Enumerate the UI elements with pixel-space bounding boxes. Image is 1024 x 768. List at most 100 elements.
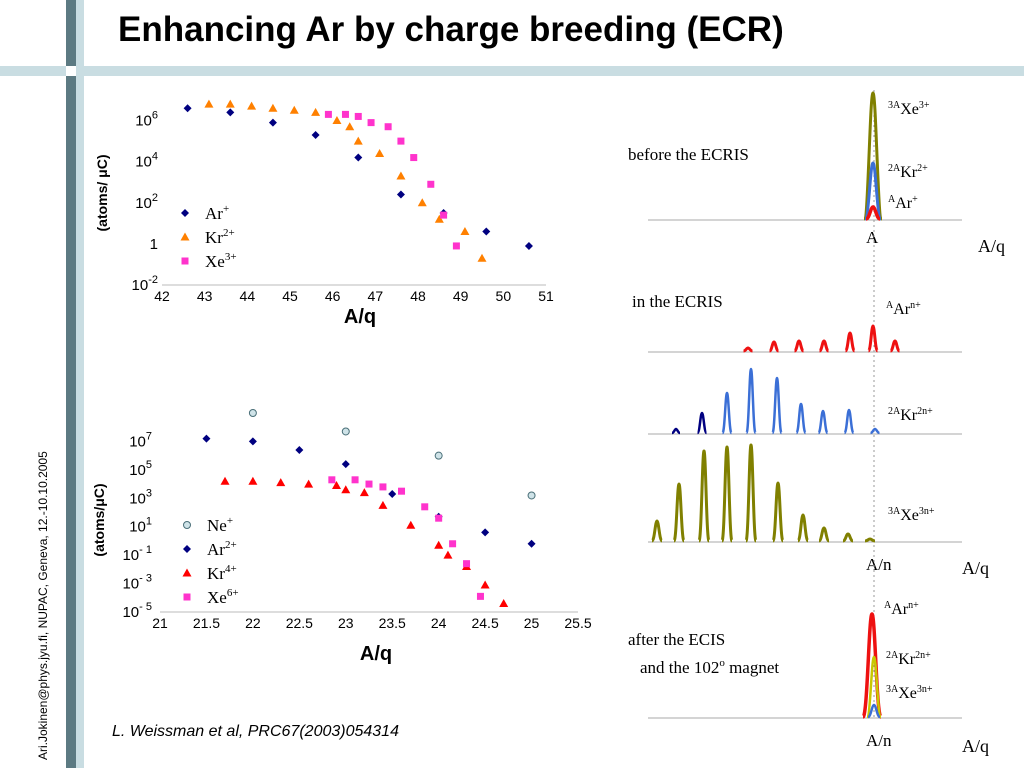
x-tick-label: 23 [338, 615, 354, 631]
x-axis-title: A/q [360, 643, 392, 665]
label-ar1: AAr+ [888, 194, 918, 212]
data-point-kr [225, 99, 235, 108]
data-point-kr [443, 550, 453, 559]
data-point-xe [427, 180, 435, 188]
data-point-kr [248, 476, 258, 485]
data-point-xe [410, 154, 418, 162]
legend-label-kr: Kr2+ [205, 227, 235, 247]
data-point-ar [268, 118, 277, 127]
peak-arn [889, 339, 901, 353]
legend-label-ne: Ne+ [207, 515, 233, 535]
data-point-kr [345, 122, 355, 131]
data-point-xe [351, 476, 359, 484]
data-point-kr [375, 148, 385, 157]
data-point-ar [183, 104, 192, 113]
y-tick-label: 102 [135, 192, 158, 212]
data-point-xe [397, 137, 405, 145]
peak-kr2n [696, 411, 708, 435]
x-tick-label: 46 [325, 288, 341, 304]
data-point-ar [396, 190, 405, 199]
sidebar-bar [66, 0, 76, 768]
label-xe3: 3AXe3+ [888, 100, 930, 118]
axis-an-label-1: A/n [866, 555, 892, 574]
data-point-xe [435, 514, 443, 522]
peak-arn [768, 340, 780, 353]
data-point-ne [434, 451, 443, 460]
after-ecis-label: after the ECIS [628, 630, 725, 649]
axis-aq-label-2: A/q [962, 558, 989, 578]
magnet-label: and the 102o magnet [640, 657, 779, 677]
peak-xe3n [744, 443, 758, 543]
peak-xe3n [697, 449, 711, 543]
data-point-kr [434, 540, 444, 549]
data-point-ar [524, 241, 533, 250]
legend-marker-ar [181, 209, 189, 217]
peak-kr2n [843, 408, 855, 435]
y-tick-label: 1 [150, 236, 158, 253]
data-point-xe [452, 242, 460, 250]
x-axis-title: A/q [344, 306, 376, 328]
peak-xe3n [864, 537, 876, 543]
peak-arn [743, 346, 753, 353]
data-point-ar [202, 434, 211, 443]
legend-label-ar: Ar2+ [207, 539, 237, 559]
legend-marker-kr [182, 568, 192, 577]
data-point-xe [398, 487, 406, 495]
data-point-ne [527, 491, 536, 500]
y-axis-title: (atoms/μC) [91, 483, 107, 556]
data-point-ar [248, 437, 257, 446]
peak-xe3n [720, 445, 734, 543]
data-point-kr [220, 476, 230, 485]
data-point-kr [378, 500, 388, 509]
data-point-ar [311, 130, 320, 139]
peak-kr2n [870, 427, 880, 435]
reference-citation: L. Weissman et al, PRC67(2003)054314 [112, 723, 399, 740]
legend-label-xe: Xe6+ [207, 587, 239, 607]
data-point-ne [248, 409, 257, 417]
peak-xe3n [672, 482, 686, 543]
x-tick-label: 22 [245, 615, 261, 631]
data-point-kr [204, 99, 214, 108]
data-point-ar [388, 490, 397, 499]
corner-square [66, 66, 76, 76]
data-point-kr [434, 214, 444, 223]
slide-title: Enhancing Ar by charge breeding (ECR) [118, 10, 784, 49]
data-point-ar [295, 445, 304, 454]
data-point-xe [354, 112, 362, 120]
data-point-xe [463, 560, 471, 568]
data-point-xe [449, 540, 457, 548]
sidebar-band [76, 0, 84, 768]
legend-marker-ar [183, 545, 191, 553]
peak-kr2n [771, 376, 783, 435]
peak-xe3n [771, 481, 785, 543]
peak-xe3n [650, 519, 664, 543]
y-tick-label: 10-2 [132, 274, 158, 294]
peak-kr2n-after [865, 655, 883, 719]
y-tick-label: 105 [129, 459, 152, 479]
data-point-xe [384, 123, 392, 131]
data-point-xe [324, 110, 332, 118]
x-tick-label: 24.5 [471, 615, 498, 631]
x-tick-label: 22.5 [286, 615, 313, 631]
peak-xe3 [862, 91, 884, 221]
data-point-kr [359, 488, 369, 497]
legend-marker-ne [183, 521, 191, 529]
x-tick-label: 25 [524, 615, 540, 631]
data-point-kr [353, 136, 363, 145]
peak-xe3n-after [867, 703, 881, 719]
peak-kr2n [745, 367, 757, 435]
x-tick-label: 21 [152, 615, 168, 631]
data-point-kr [311, 107, 321, 116]
y-tick-label: 104 [135, 151, 158, 171]
data-point-kr [460, 227, 470, 236]
peak-ar1 [865, 205, 881, 221]
legend-label-kr: Kr4+ [207, 563, 237, 583]
data-point-kr [331, 480, 341, 489]
peak-arn [793, 339, 805, 353]
label-xe3n-after: 3AXe3n+ [886, 684, 933, 702]
data-point-ne [341, 427, 350, 436]
peak-xe3n [818, 526, 830, 543]
legend-label-xe: Xe3+ [205, 251, 237, 271]
y-tick-label: 106 [135, 110, 158, 130]
